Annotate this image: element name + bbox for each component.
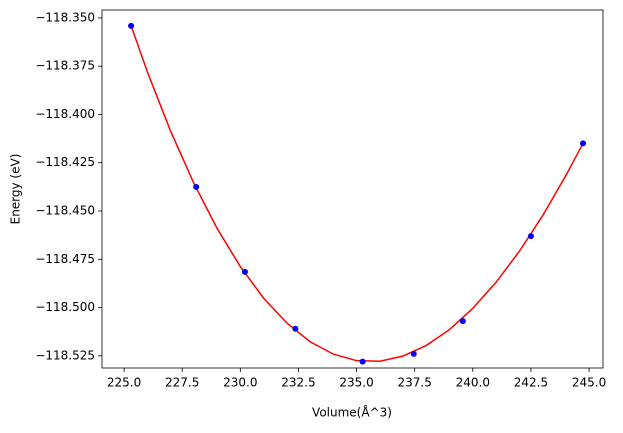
data-point (359, 358, 366, 365)
x-tick-label: 245.0 (572, 376, 606, 390)
data-point (193, 183, 200, 190)
x-tick-label: 240.0 (456, 376, 490, 390)
fit-curve (130, 25, 584, 362)
data-point (410, 350, 417, 357)
y-tick-label: −118.475 (35, 252, 95, 266)
data-point (292, 325, 299, 332)
data-point (128, 22, 135, 29)
y-tick-label: −118.350 (35, 10, 95, 24)
x-tick-label: 232.5 (281, 376, 315, 390)
data-point (459, 318, 466, 325)
y-tick-label: −118.400 (35, 107, 95, 121)
x-tick-label: 227.5 (165, 376, 199, 390)
x-axis-label: Volume(Å^3) (312, 405, 392, 420)
y-tick-label: −118.375 (35, 59, 95, 73)
x-tick-label: 230.0 (223, 376, 257, 390)
data-point (241, 268, 248, 275)
y-tick-label: −118.500 (35, 300, 95, 314)
y-tick-label: −118.425 (35, 155, 95, 169)
y-tick-label: −118.525 (35, 348, 95, 362)
data-point (580, 140, 587, 147)
x-tick-label: 225.0 (107, 376, 141, 390)
y-axis-label: Energy (eV) (9, 154, 23, 225)
data-point (527, 233, 534, 240)
x-tick-label: 235.0 (339, 376, 373, 390)
x-tick-label: 242.5 (514, 376, 548, 390)
x-tick-label: 237.5 (398, 376, 432, 390)
plot-frame (101, 9, 604, 369)
y-tick-label: −118.450 (35, 204, 95, 218)
